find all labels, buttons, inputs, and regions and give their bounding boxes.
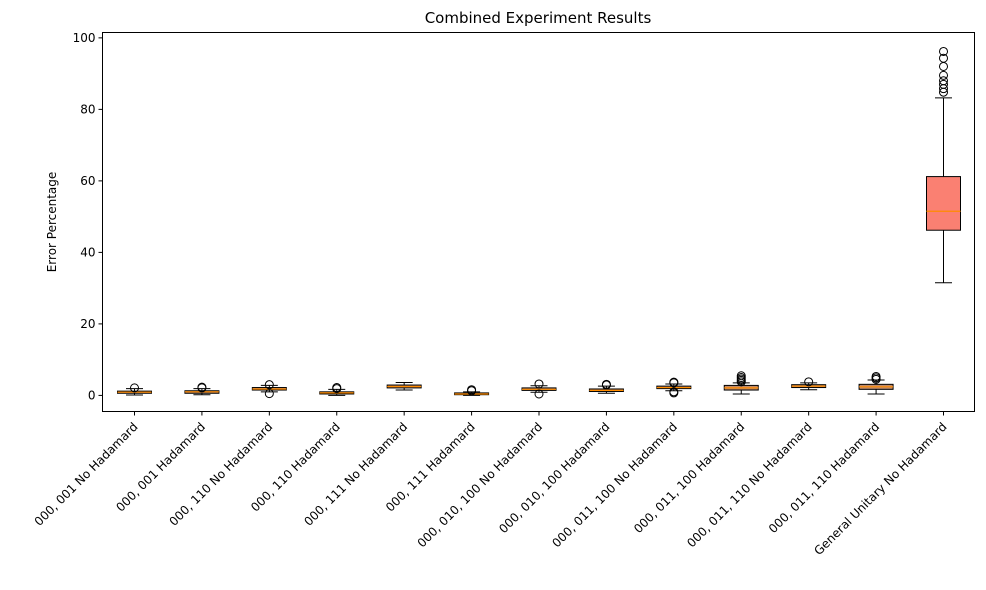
y-tick-label: 60	[80, 174, 95, 188]
y-axis-label: Error Percentage	[45, 172, 59, 273]
box-body	[927, 177, 961, 231]
y-tick-label: 0	[88, 388, 96, 402]
y-tick-label: 80	[80, 102, 95, 116]
chart-title: Combined Experiment Results	[425, 9, 652, 27]
y-tick-label: 100	[73, 31, 96, 45]
y-tick-label: 40	[80, 245, 95, 259]
y-tick-label: 20	[80, 317, 95, 331]
